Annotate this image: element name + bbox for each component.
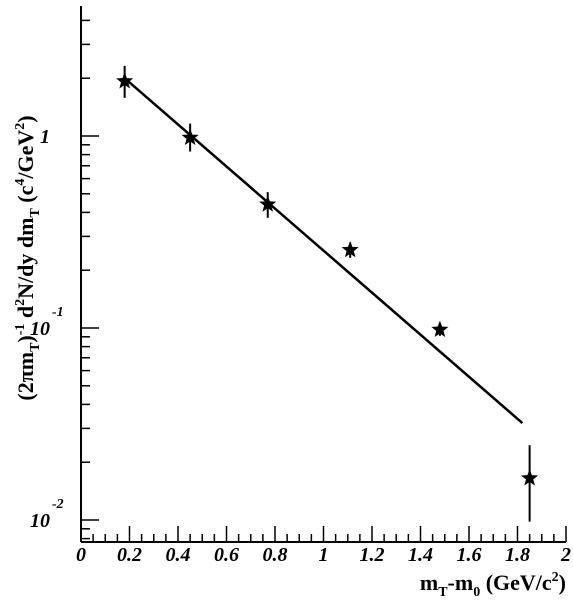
x-tick-label: 1.4 (408, 544, 433, 566)
x-axis-title: mT-m0 (GeV/c2) (420, 570, 566, 600)
y-tick-label: 10 (30, 318, 50, 340)
plot-frame (80, 6, 566, 543)
fit-line (123, 77, 524, 424)
y-axis-title: (2πmT)-1 d2N/dy dmT (c4/GeV2) (13, 115, 43, 400)
star-marker (521, 469, 539, 486)
x-tick-label: 0.4 (166, 544, 191, 566)
star-marker (116, 72, 134, 89)
x-tick-label: 1.2 (360, 544, 385, 566)
x-tick-label: 1.6 (457, 544, 482, 566)
x-tick-label: 1 (319, 544, 329, 566)
x-tick-label: 1.8 (505, 544, 530, 566)
fit-line-group (123, 77, 524, 424)
y-tick-label: 10 (30, 510, 50, 532)
y-tick-labels: 110-110-2 (30, 126, 64, 532)
x-ticks (80, 526, 567, 542)
y-ticks (81, 19, 99, 540)
y-tick-exponent: -2 (52, 497, 64, 512)
star-marker (341, 240, 359, 258)
y-tick-label: 1 (40, 126, 50, 148)
star-marker (181, 128, 199, 145)
x-tick-label: 0.8 (263, 544, 288, 566)
star-marker (259, 195, 277, 212)
x-axis-title-text: mT-m0 (GeV/c2) (420, 570, 566, 600)
x-tick-label: 0.6 (214, 544, 239, 566)
y-tick-exponent: -1 (52, 305, 64, 320)
star-marker (431, 320, 449, 337)
x-tick-labels: 0 0.2 0.4 0.6 0.8 1 1.2 1.4 1.6 1.8 2 (76, 544, 571, 566)
data-points (116, 65, 539, 522)
x-tick-label: 2 (560, 544, 571, 566)
x-tick-label: 0.2 (117, 544, 142, 566)
y-axis-title-text: (2πmT)-1 d2N/dy dmT (c4/GeV2) (13, 115, 43, 400)
x-tick-label: 0 (76, 544, 86, 566)
